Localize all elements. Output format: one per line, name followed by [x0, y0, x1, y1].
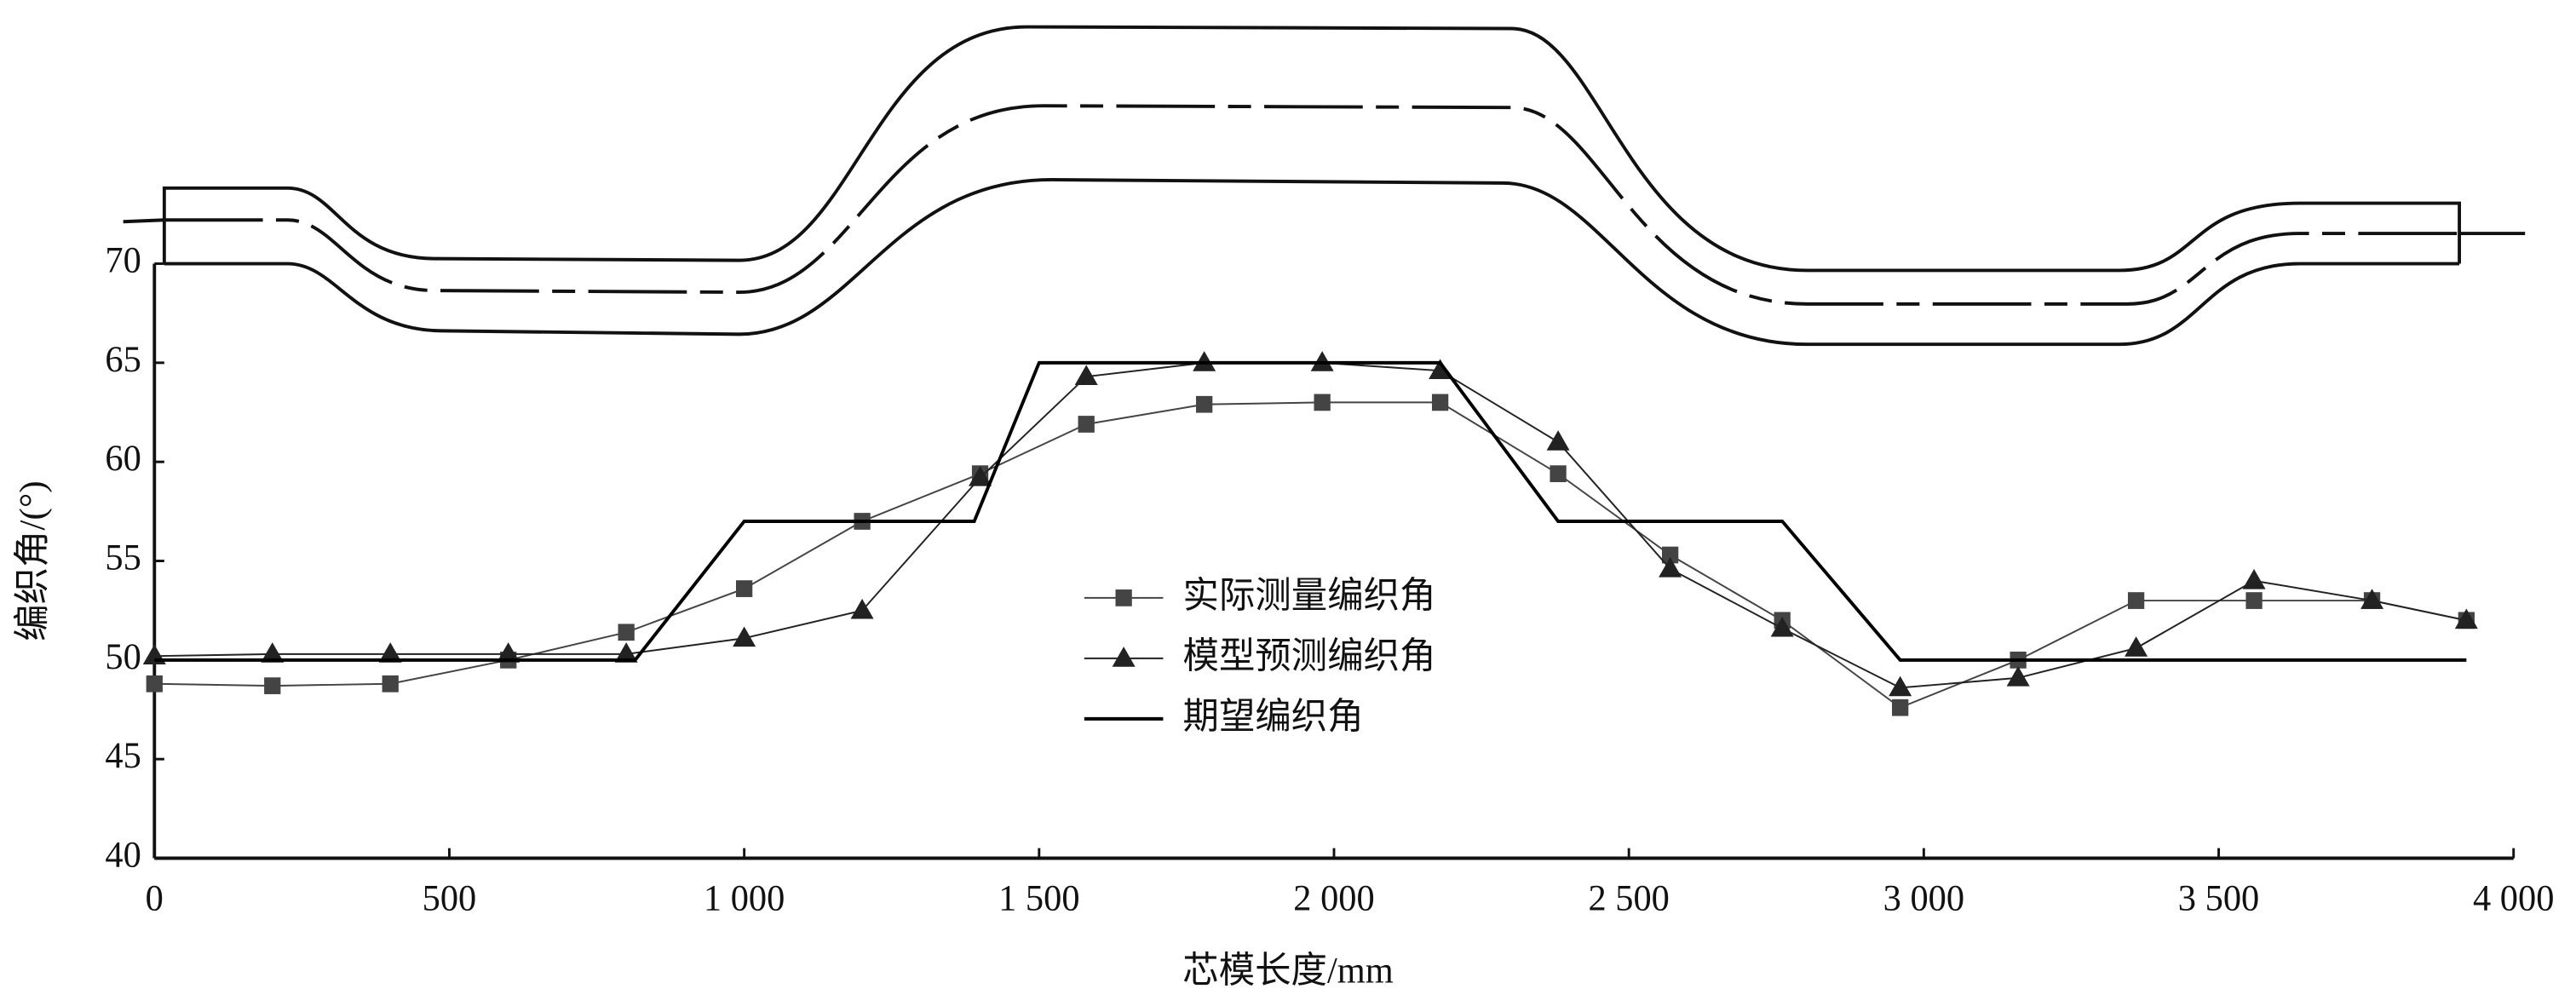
square-marker: [146, 675, 163, 693]
square-marker: [1550, 465, 1567, 483]
triangle-marker: [969, 466, 992, 486]
mandrel-axis-stub: [123, 218, 2526, 236]
square-marker: [1314, 394, 1331, 411]
mandrel-diagram: [123, 25, 2526, 347]
x-tick-label: 2 000: [1293, 878, 1374, 919]
legend-marker: [1112, 647, 1136, 667]
x-tick-label: 3 000: [1883, 878, 1964, 919]
triangle-marker: [850, 598, 874, 619]
mandrel-upper-edge: [162, 25, 2461, 273]
triangle-marker: [614, 642, 638, 663]
square-marker: [736, 580, 753, 597]
legend-label: 期望编织角: [1183, 695, 1364, 739]
mandrel-centerline: [164, 104, 2460, 306]
square-marker: [1431, 394, 1449, 411]
triangle-marker: [1546, 430, 1570, 451]
x-tick-label: 500: [423, 878, 477, 919]
triangle-marker: [1770, 616, 1794, 637]
square-marker: [1196, 395, 1213, 413]
legend-label: 实际测量编织角: [1183, 574, 1436, 618]
square-marker: [2245, 592, 2263, 609]
x-tick-label: 1 500: [998, 878, 1079, 919]
square-marker: [2127, 592, 2145, 609]
x-tick-label: 0: [146, 878, 164, 919]
square-marker: [264, 677, 281, 694]
mandrel-lower-edge: [164, 177, 2460, 347]
y-tick-label: 70: [105, 240, 141, 281]
y-tick-label: 40: [105, 835, 141, 876]
triangle-marker: [497, 642, 520, 663]
y-tick-label: 50: [105, 636, 141, 677]
legend-label: 模型预测编织角: [1183, 635, 1436, 678]
x-axis-title: 芯模长度/mm: [1182, 951, 1393, 992]
triangle-marker: [378, 642, 402, 663]
x-tick-label: 1 000: [704, 878, 785, 919]
y-axis-title: 编织角/(°): [14, 480, 53, 641]
x-tick-label: 4 000: [2473, 878, 2554, 919]
legend-marker: [1115, 589, 1132, 606]
triangle-marker: [1659, 557, 1682, 578]
triangle-marker: [1429, 359, 1452, 380]
square-marker: [382, 675, 399, 693]
y-tick-label: 45: [105, 736, 141, 777]
square-marker: [1892, 698, 1909, 716]
triangle-marker: [1074, 365, 1098, 386]
x-tick-label: 3 500: [2178, 878, 2259, 919]
y-tick-label: 55: [105, 537, 141, 578]
y-tick-label: 65: [105, 339, 141, 380]
triangle-marker: [733, 626, 756, 647]
triangle-marker: [1889, 675, 1912, 697]
square-marker: [1078, 416, 1095, 433]
x-tick-label: 2 500: [1588, 878, 1669, 919]
series-line: [154, 360, 2467, 662]
triangle-marker: [261, 642, 285, 663]
triangle-marker: [2006, 665, 2030, 687]
square-marker: [618, 624, 635, 641]
square-marker: [1662, 546, 1679, 564]
y-tick-label: 60: [105, 439, 141, 480]
triangle-marker: [2454, 608, 2478, 629]
triangle-marker: [2242, 568, 2266, 589]
triangle-marker: [2360, 589, 2384, 609]
triangle-marker: [2125, 636, 2148, 657]
